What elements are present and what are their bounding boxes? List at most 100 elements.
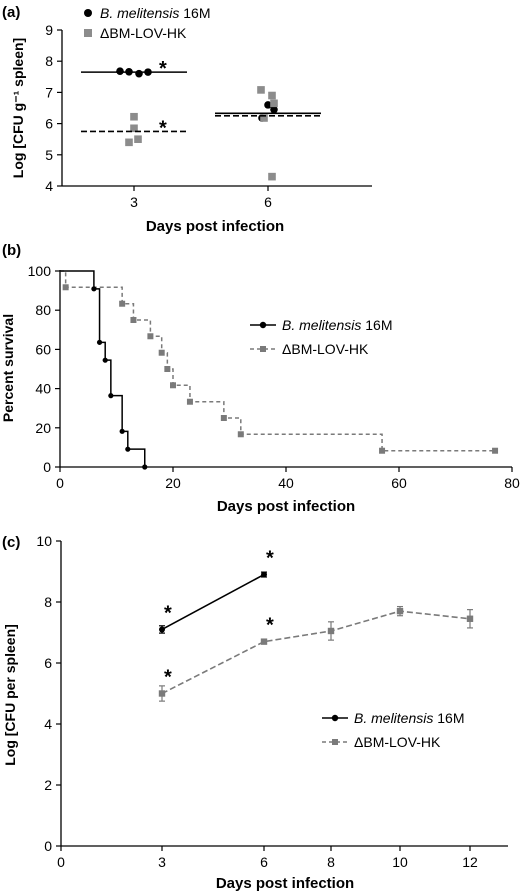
panel-b-survival-line bbox=[60, 270, 496, 452]
panel-c-x-tick-label: 0 bbox=[57, 854, 65, 870]
panel-a-point bbox=[130, 124, 138, 133]
panel-b-y-label: Percent survival bbox=[0, 314, 16, 422]
panel-c-significance-star: * bbox=[164, 667, 172, 689]
panel-a-significance-star: * bbox=[159, 117, 167, 139]
panel-a-point bbox=[135, 69, 143, 78]
panel-b-point bbox=[125, 446, 131, 452]
panel-b-y-tick-label: 40 bbox=[35, 381, 51, 397]
panel-a-point bbox=[130, 112, 138, 121]
panel-c-point bbox=[396, 607, 404, 615]
panel-b-point bbox=[164, 366, 171, 372]
panel-a-legend-marker-lov bbox=[84, 29, 92, 37]
panel-b-point bbox=[96, 339, 103, 345]
panel-c-point bbox=[159, 626, 165, 633]
panel-c-x-tick-label: 6 bbox=[260, 854, 268, 870]
panel-a-y-tick-label: 9 bbox=[45, 22, 53, 38]
panel-c-legend-marker-lov bbox=[332, 739, 338, 745]
panel-b-x-ticks: 0 20 40 60 80 bbox=[56, 467, 520, 491]
panel-a-point bbox=[125, 138, 133, 147]
panel-b-point bbox=[119, 428, 125, 434]
panel-b-label: (b) bbox=[2, 242, 21, 259]
panel-a-x-tick-label: 3 bbox=[130, 194, 138, 210]
panel-c-y-tick-label: 8 bbox=[44, 594, 52, 610]
panel-c-x-tick-label: 10 bbox=[392, 854, 408, 870]
panel-c-point bbox=[261, 571, 267, 578]
panel-a-point bbox=[268, 172, 276, 181]
panel-a-legend: B. melitensis 16M ΔBM-LOV-HK bbox=[84, 5, 210, 41]
panel-c-series-line bbox=[161, 610, 471, 695]
panel-c-x-tick-label: 12 bbox=[462, 854, 478, 870]
panel-b-point bbox=[220, 415, 227, 421]
panel-b-y-tick-label: 60 bbox=[35, 341, 51, 357]
panel-b-point bbox=[142, 464, 148, 470]
panel-a-point bbox=[257, 86, 265, 94]
panel-a-y-ticks: 4 5 6 7 8 9 bbox=[45, 22, 62, 194]
panel-c-y-tick-label: 6 bbox=[44, 655, 52, 671]
panel-b-point bbox=[108, 393, 114, 399]
panel-b-point bbox=[147, 333, 154, 340]
panel-c-legend: B. melitensis 16M ΔBM-LOV-HK bbox=[322, 710, 464, 750]
panel-c: (c) 0 2 4 6 8 10 0 3 6 8 10 12 * * * * Log [CFU per s… bbox=[2, 533, 508, 892]
panel-a-y-tick-label: 6 bbox=[45, 116, 53, 132]
panel-b-point bbox=[158, 349, 165, 356]
panel-a-point bbox=[264, 101, 272, 109]
panel-b-point bbox=[379, 447, 386, 454]
panel-a-label: (a) bbox=[2, 4, 20, 21]
panel-b-point bbox=[237, 431, 244, 438]
panel-a-x-tick-label: 6 bbox=[264, 194, 272, 210]
panel-a-point bbox=[270, 105, 278, 114]
panel-b-point bbox=[492, 447, 499, 454]
panel-b-y-ticks: 0 20 40 60 80 100 bbox=[28, 263, 60, 475]
panel-a-legend-label-lov: ΔBM-LOV-HK bbox=[100, 25, 187, 41]
panel-b-legend-label-16m: B. melitensis 16M bbox=[282, 317, 392, 333]
panel-c-legend-label-16m: B. melitensis 16M bbox=[354, 710, 464, 726]
panel-b-x-tick-label: 40 bbox=[278, 475, 294, 491]
panel-c-legend-marker-16m bbox=[331, 714, 339, 722]
panel-a-x-label: Days post infection bbox=[146, 218, 284, 235]
panel-b-x-tick-label: 20 bbox=[165, 475, 181, 491]
panel-b-y-tick-label: 80 bbox=[35, 302, 51, 318]
panel-c-data: * * * * bbox=[158, 548, 474, 702]
panel-b-point bbox=[91, 286, 97, 292]
panel-b-legend-marker-16m bbox=[259, 321, 267, 329]
panel-a-y-tick-label: 7 bbox=[45, 84, 53, 100]
panel-b-point bbox=[186, 398, 193, 405]
panel-b-y-tick-label: 0 bbox=[43, 459, 51, 475]
panel-a-point bbox=[270, 99, 278, 108]
panel-a-legend-label-16m: B. melitensis 16M bbox=[100, 5, 210, 21]
panel-b-x-tick-label: 80 bbox=[504, 475, 520, 491]
panel-c-point bbox=[158, 690, 166, 697]
panel-b-x-tick-label: 0 bbox=[56, 475, 64, 491]
panel-c-x-tick-label: 3 bbox=[158, 854, 166, 870]
panel-b-legend-label-lov: ΔBM-LOV-HK bbox=[282, 341, 369, 357]
panel-c-label: (c) bbox=[2, 534, 20, 551]
panel-a-y-tick-label: 5 bbox=[45, 147, 53, 163]
panel-b-point bbox=[170, 382, 176, 389]
panel-c-point bbox=[327, 627, 335, 635]
panel-a-y-tick-label: 8 bbox=[45, 53, 53, 69]
panel-a-legend-marker-16m bbox=[84, 9, 92, 17]
panel-a-point bbox=[134, 135, 142, 143]
panel-b-point bbox=[119, 300, 126, 307]
panel-a-point bbox=[116, 67, 124, 75]
panel-b-point bbox=[62, 284, 69, 291]
panel-c-y-tick-label: 4 bbox=[44, 716, 52, 732]
panel-b-y-tick-label: 20 bbox=[35, 420, 51, 436]
panel-c-point bbox=[260, 638, 268, 645]
panel-b: (b) 0 20 40 60 80 100 0 20 40 60 80 Percent survi… bbox=[0, 242, 520, 515]
panel-c-significance-star: * bbox=[164, 602, 172, 624]
panel-b-x-tick-label: 60 bbox=[391, 475, 407, 491]
panel-a-y-tick-label: 4 bbox=[45, 178, 53, 194]
panel-c-x-tick-label: 8 bbox=[327, 854, 335, 870]
panel-b-y-tick-label: 100 bbox=[28, 263, 52, 279]
panel-c-x-ticks: 0 3 6 8 10 12 bbox=[57, 846, 478, 870]
panel-a-point bbox=[268, 91, 276, 100]
panel-c-series-line bbox=[161, 573, 265, 631]
panel-c-y-label: Log [CFU per spleen] bbox=[2, 624, 18, 766]
panel-b-point bbox=[130, 317, 137, 323]
panel-c-y-ticks: 0 2 4 6 8 10 bbox=[36, 533, 61, 854]
panel-c-y-tick-label: 0 bbox=[44, 838, 52, 854]
